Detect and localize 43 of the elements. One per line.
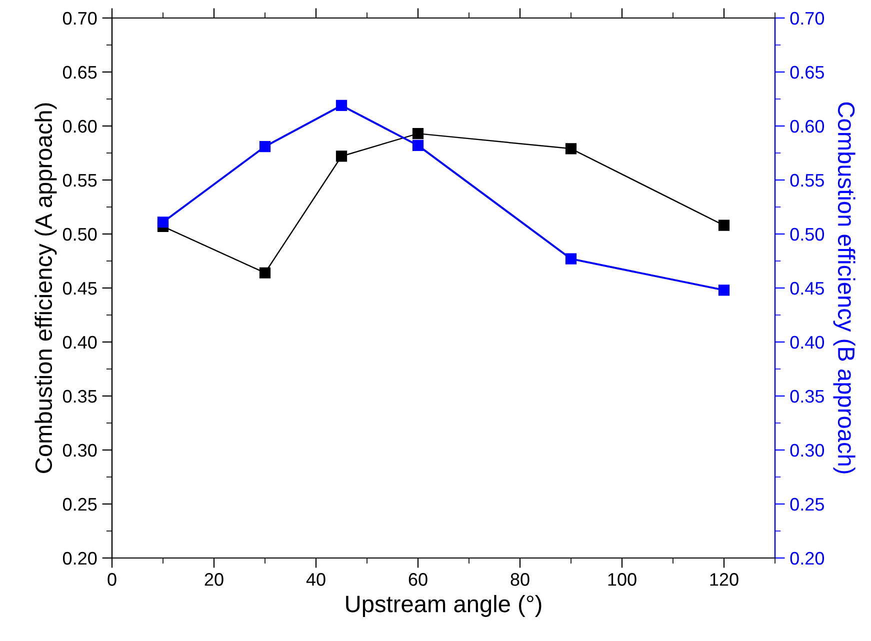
point [336,150,348,162]
y-tick-label: 0.40 [62,336,97,349]
point [565,143,577,154]
point [157,216,169,228]
y2-tick-label: 0.45 [790,282,824,295]
x-tick-label: 40 [306,573,326,586]
point [718,220,730,231]
x-tick-label: 120 [710,573,738,586]
point [336,100,348,112]
y2-tick-label: 0.50 [790,228,824,241]
y-tick-label: 0.35 [62,390,97,403]
point [412,128,424,140]
y2-tick-label: 0.20 [790,552,824,565]
x-tick-label: 60 [408,573,428,586]
point [412,140,424,151]
y2-tick-label: 0.60 [790,120,824,133]
x-tick-label: 0 [108,573,116,586]
x-axis-title: Upstream angle (°) [346,594,542,617]
point [259,267,271,278]
point [259,140,271,152]
y-tick-label: 0.70 [62,12,97,25]
y-tick-label: 0.60 [62,120,97,133]
y-tick-label: 0.20 [62,552,97,565]
y2-tick-label: 0.40 [790,336,824,349]
y2-tick-label: 0.30 [790,444,824,457]
y2-tick-label: 0.65 [790,66,824,79]
y2-axis-title: Combustion efficiency (B approach) [833,102,856,474]
point [718,284,730,296]
y-tick-label: 0.55 [62,174,97,187]
y-tick-label: 0.65 [62,66,97,79]
x-tick-label: 20 [204,573,224,586]
y2-tick-label: 0.25 [790,498,824,511]
y-tick-label: 0.50 [62,228,97,241]
point [565,253,577,264]
x-tick-label: 80 [510,573,530,586]
y2-tick-label: 0.70 [790,12,824,25]
y2-tick-label: 0.35 [790,390,824,403]
y-tick-label: 0.45 [62,282,97,295]
y-axis-title: Combustion efficiency (A approach) [34,103,57,473]
x-tick-label: 100 [608,573,636,586]
y-tick-label: 0.30 [62,444,97,457]
y2-tick-label: 0.55 [790,174,824,187]
y-tick-label: 0.25 [62,498,97,511]
